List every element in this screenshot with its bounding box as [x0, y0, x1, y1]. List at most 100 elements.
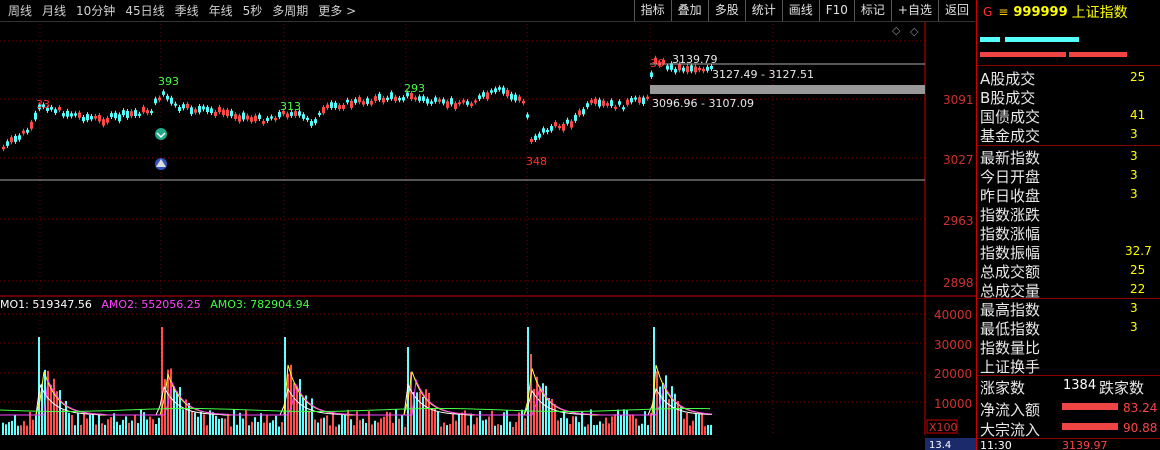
- row-high: 最高指数 3: [980, 301, 1138, 319]
- price-candle: [214, 111, 217, 116]
- volume-bar: [527, 327, 529, 435]
- price-candle: [530, 139, 533, 143]
- volume-bar: [611, 416, 613, 435]
- price-candle: [454, 103, 457, 109]
- volume-bar: [62, 409, 64, 435]
- period-10min[interactable]: 10分钟: [76, 4, 116, 18]
- period-5sec[interactable]: 5秒: [242, 4, 263, 18]
- price-candle: [202, 106, 205, 110]
- volume-bar: [65, 400, 67, 435]
- period-multi[interactable]: 多周期: [272, 4, 309, 18]
- price-candle: [130, 111, 133, 117]
- row-volume-ratio: 指数量比: [980, 339, 1041, 357]
- tool-add-watchlist[interactable]: +自选: [890, 0, 938, 21]
- buy-signal-icon[interactable]: [155, 128, 167, 140]
- price-candle: [554, 122, 557, 127]
- period-month[interactable]: 月线: [42, 4, 67, 18]
- tool-mark[interactable]: 标记: [853, 0, 891, 21]
- volume-bar: [128, 422, 130, 435]
- tool-back[interactable]: 返回: [937, 0, 975, 21]
- price-candle: [50, 106, 53, 110]
- volume-bar: [83, 412, 85, 435]
- volume-bar: [20, 425, 22, 435]
- volume-bar: [275, 415, 277, 435]
- price-candle: [710, 65, 713, 70]
- volume-bar: [533, 388, 535, 435]
- volume-bar: [503, 412, 505, 435]
- tool-multi-stock[interactable]: 多股: [707, 0, 745, 21]
- price-candle: [346, 99, 349, 103]
- volume-bar: [410, 371, 412, 435]
- price-candle: [362, 101, 365, 105]
- volume-bar: [650, 413, 652, 435]
- volume-bar: [212, 412, 214, 435]
- price-candle: [398, 97, 401, 101]
- price-candle: [194, 109, 197, 113]
- tool-statistics[interactable]: 统计: [744, 0, 782, 21]
- price-candle: [242, 112, 245, 120]
- price-candle: [274, 117, 277, 121]
- volume-bar: [77, 412, 79, 435]
- volume-bar: [449, 423, 451, 435]
- price-candle: [186, 103, 189, 109]
- price-candle: [662, 59, 665, 64]
- volume-bar: [2, 422, 4, 435]
- period-season[interactable]: 季线: [174, 4, 199, 18]
- price-candle: [158, 97, 161, 101]
- volume-bar: [143, 412, 145, 435]
- period-more[interactable]: 更多 >: [318, 4, 357, 18]
- volume-bar: [398, 418, 400, 435]
- period-week[interactable]: 周线: [8, 4, 33, 18]
- warning-icon[interactable]: [155, 158, 167, 170]
- price-candle: [378, 93, 381, 100]
- period-45day[interactable]: 45日线: [125, 4, 165, 18]
- price-candle: [502, 87, 505, 94]
- volume-bar: [53, 378, 55, 435]
- volume-bar: [353, 425, 355, 435]
- price-candle: [610, 100, 613, 107]
- price-candle: [30, 121, 33, 129]
- tool-f10[interactable]: F10: [818, 0, 854, 21]
- price-candle: [494, 88, 497, 93]
- volume-bar: [701, 412, 703, 435]
- tool-overlay[interactable]: 叠加: [670, 0, 708, 21]
- volume-bar: [599, 421, 601, 435]
- price-candle: [534, 135, 537, 140]
- tool-draw-line[interactable]: 画线: [781, 0, 819, 21]
- period-year[interactable]: 年线: [208, 4, 233, 18]
- kline-chart[interactable]: 3091 3027 2963 2898 40000 30000 20000 10…: [0, 0, 976, 450]
- volume-bar: [671, 386, 673, 435]
- price-candle: [562, 124, 565, 131]
- volume-bar: [584, 426, 586, 435]
- volume-bar: [173, 386, 175, 435]
- volume-bar: [116, 421, 118, 435]
- volume-bar: [509, 421, 511, 435]
- price-candle: [230, 110, 233, 117]
- volume-bar: [269, 422, 271, 435]
- volume-bar: [95, 424, 97, 435]
- tool-indicator[interactable]: 指标: [633, 0, 671, 21]
- volume-bar: [191, 411, 193, 435]
- volume-bar: [260, 413, 262, 435]
- volume-bar: [251, 421, 253, 435]
- price-candle: [670, 63, 673, 70]
- price-candle: [470, 103, 473, 107]
- volume-bar: [686, 413, 688, 435]
- diamond-icon[interactable]: ◇: [892, 24, 901, 37]
- net-inflow-bar: [1062, 403, 1118, 410]
- volume-bar: [185, 399, 187, 435]
- volume-bar: [578, 422, 580, 435]
- price-candle: [266, 117, 269, 121]
- volume-bar: [341, 414, 343, 435]
- price-candle: [586, 103, 589, 108]
- volume-bar: [689, 425, 691, 435]
- divider: [977, 145, 1160, 146]
- collapse-icon[interactable]: ◇: [910, 25, 919, 38]
- price-candle: [638, 97, 641, 103]
- quote-panel: G ≡ 999999 上证指数 A股成交 25 B股成交 国债成交 41 基金成交 3…: [976, 0, 1160, 450]
- time-label: 11:30: [980, 439, 1012, 450]
- price-tick: 2898: [943, 276, 974, 290]
- hamburger-icon[interactable]: ≡: [998, 5, 1009, 19]
- peak-label: 313: [280, 100, 301, 113]
- volume-bar: [563, 410, 565, 435]
